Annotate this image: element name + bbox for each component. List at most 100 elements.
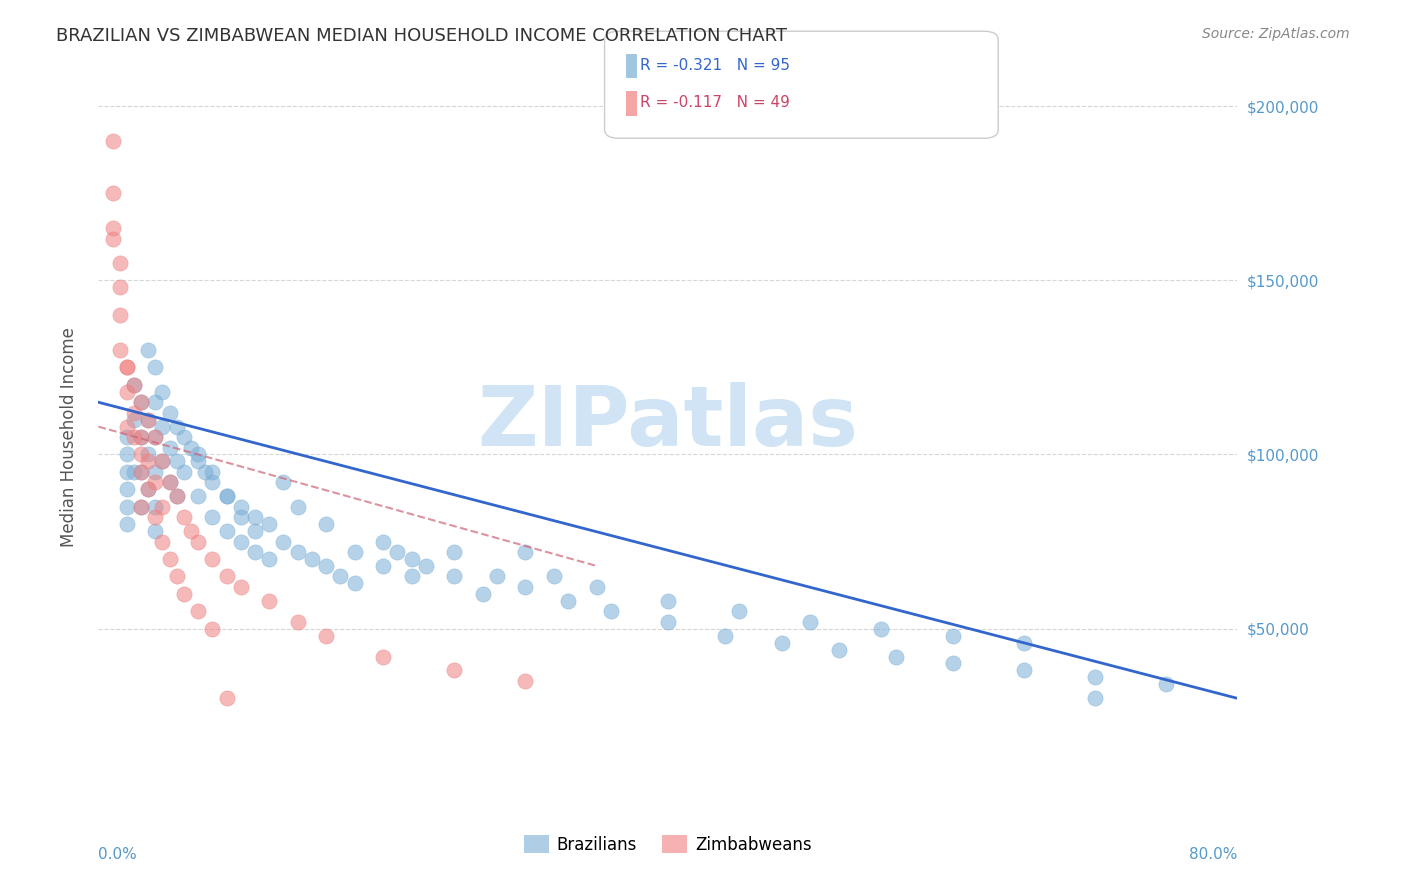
Brazilians [129, 430, 152, 444]
Brazilians [145, 465, 167, 479]
Brazilians [770, 635, 793, 649]
Brazilians [600, 604, 623, 618]
Zimbabweans [229, 580, 252, 594]
Zimbabweans [122, 377, 145, 392]
Brazilians [259, 517, 281, 532]
Brazilians [122, 465, 145, 479]
Brazilians [115, 448, 138, 462]
Brazilians [129, 500, 152, 514]
Brazilians [471, 587, 494, 601]
Zimbabweans [145, 510, 167, 524]
Brazilians [1084, 691, 1107, 706]
Text: BRAZILIAN VS ZIMBABWEAN MEDIAN HOUSEHOLD INCOME CORRELATION CHART: BRAZILIAN VS ZIMBABWEAN MEDIAN HOUSEHOLD… [56, 27, 787, 45]
Brazilians [443, 545, 465, 559]
Zimbabweans [108, 280, 131, 294]
Brazilians [145, 500, 167, 514]
Brazilians [166, 454, 188, 468]
Brazilians [343, 576, 366, 591]
Zimbabweans [145, 475, 167, 490]
Zimbabweans [108, 256, 131, 270]
Zimbabweans [101, 231, 124, 245]
Brazilians [515, 580, 537, 594]
Zimbabweans [115, 419, 138, 434]
Brazilians [315, 517, 337, 532]
Zimbabweans [180, 524, 202, 538]
Zimbabweans [129, 465, 152, 479]
Brazilians [373, 534, 395, 549]
Brazilians [122, 377, 145, 392]
Brazilians [515, 545, 537, 559]
Brazilians [401, 552, 423, 566]
Brazilians [1012, 635, 1035, 649]
Brazilians [166, 419, 188, 434]
Brazilians [543, 569, 565, 583]
Brazilians [201, 475, 224, 490]
Brazilians [657, 594, 679, 608]
Brazilians [187, 489, 209, 503]
Zimbabweans [145, 430, 167, 444]
Text: Source: ZipAtlas.com: Source: ZipAtlas.com [1202, 27, 1350, 41]
Zimbabweans [152, 500, 174, 514]
Zimbabweans [315, 629, 337, 643]
Text: 80.0%: 80.0% [1189, 847, 1237, 862]
Brazilians [152, 419, 174, 434]
Brazilians [166, 489, 188, 503]
Brazilians [373, 558, 395, 573]
Brazilians [287, 500, 309, 514]
Brazilians [343, 545, 366, 559]
Zimbabweans [122, 430, 145, 444]
Brazilians [115, 483, 138, 497]
Brazilians [159, 406, 181, 420]
Brazilians [870, 622, 893, 636]
Brazilians [243, 545, 266, 559]
Brazilians [315, 558, 337, 573]
Legend: Brazilians, Zimbabweans: Brazilians, Zimbabweans [517, 829, 818, 860]
Brazilians [229, 500, 252, 514]
Brazilians [557, 594, 579, 608]
Brazilians [159, 475, 181, 490]
Zimbabweans [136, 454, 159, 468]
Brazilians [145, 524, 167, 538]
Brazilians [443, 569, 465, 583]
Brazilians [201, 510, 224, 524]
Brazilians [145, 360, 167, 375]
Brazilians [714, 629, 737, 643]
Brazilians [129, 395, 152, 409]
Brazilians [115, 465, 138, 479]
Zimbabweans [152, 534, 174, 549]
Zimbabweans [166, 569, 188, 583]
Brazilians [229, 510, 252, 524]
Y-axis label: Median Household Income: Median Household Income [59, 327, 77, 547]
Brazilians [145, 430, 167, 444]
Brazilians [301, 552, 323, 566]
Brazilians [215, 489, 238, 503]
Zimbabweans [115, 384, 138, 399]
Zimbabweans [201, 622, 224, 636]
Brazilians [1154, 677, 1177, 691]
Brazilians [229, 534, 252, 549]
Brazilians [145, 395, 167, 409]
Zimbabweans [136, 412, 159, 426]
Brazilians [136, 448, 159, 462]
Text: R = -0.321   N = 95: R = -0.321 N = 95 [640, 58, 790, 72]
Zimbabweans [101, 134, 124, 148]
Brazilians [215, 524, 238, 538]
Brazilians [180, 441, 202, 455]
Zimbabweans [159, 552, 181, 566]
Zimbabweans [187, 604, 209, 618]
Brazilians [287, 545, 309, 559]
Brazilians [136, 483, 159, 497]
Zimbabweans [129, 448, 152, 462]
Text: ZIPatlas: ZIPatlas [478, 382, 858, 463]
Zimbabweans [373, 649, 395, 664]
Zimbabweans [201, 552, 224, 566]
Brazilians [215, 489, 238, 503]
Brazilians [173, 465, 195, 479]
Brazilians [187, 454, 209, 468]
Brazilians [159, 441, 181, 455]
Brazilians [201, 465, 224, 479]
Brazilians [243, 524, 266, 538]
Brazilians [942, 629, 965, 643]
Brazilians [115, 517, 138, 532]
Zimbabweans [129, 430, 152, 444]
